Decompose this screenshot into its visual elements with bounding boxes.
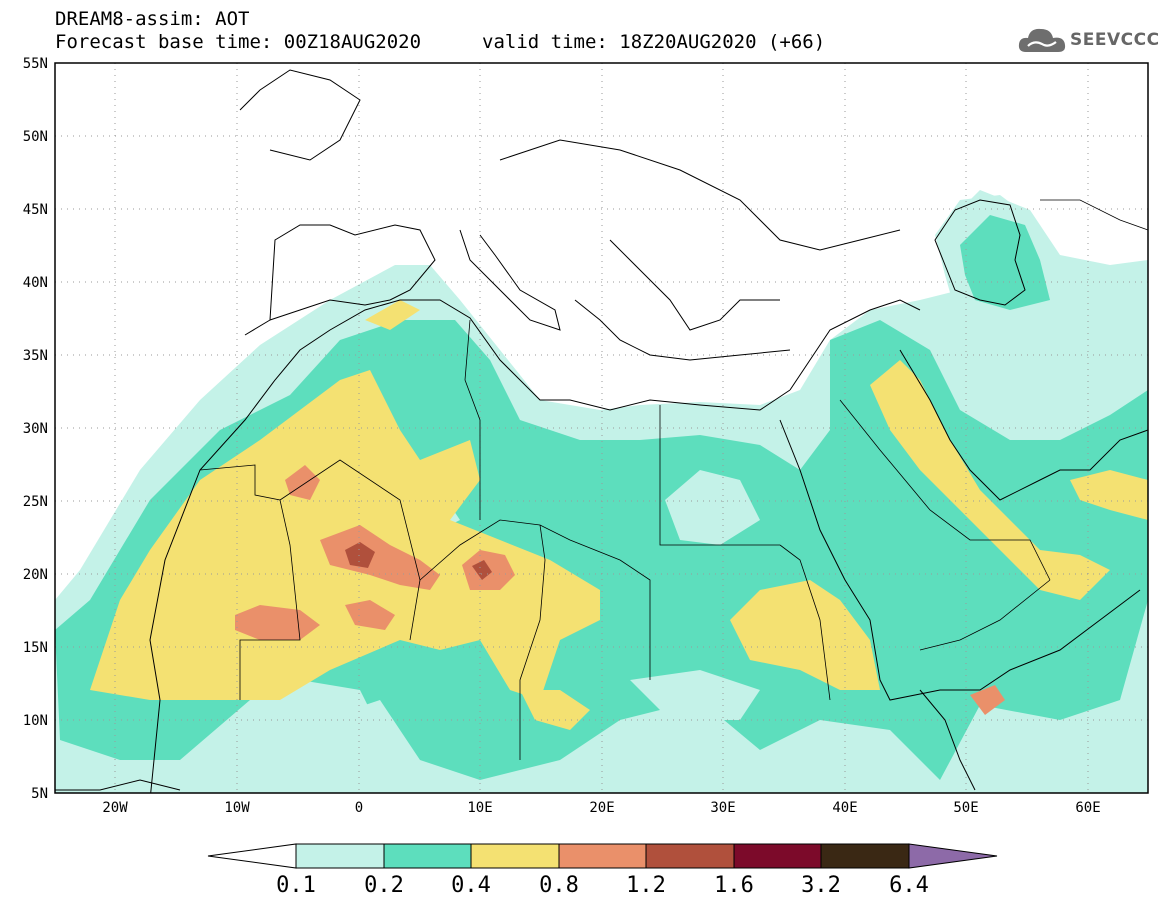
colorbar-box [383,843,472,869]
lon-axis: 20W 10W 0 10E 20E 30E 40E 50E 60E [102,800,1100,816]
lat-label: 10N [23,713,48,729]
colorbar-label: 1.6 [714,873,754,898]
lat-label: 30N [23,421,48,437]
aot-region-yellow-sudan [730,580,880,690]
lat-label: 50N [23,129,48,145]
lon-label: 40E [832,800,857,816]
colorbar-label: 1.2 [626,873,666,898]
lon-label: 20E [589,800,614,816]
lat-label: 20N [23,567,48,583]
colorbar-box [470,843,560,869]
colorbar-label: 3.2 [801,873,841,898]
lon-label: 0 [355,800,363,816]
colorbar-box [558,843,647,869]
aot-clear-egypt [665,470,760,545]
lat-label: 55N [23,56,48,72]
aot-region-orange-ml2 [345,600,395,630]
colorbar-box [820,843,910,869]
colorbar-label: 6.4 [889,873,929,898]
lat-label: 25N [23,494,48,510]
colorbar-labels: 0.1 0.2 0.4 0.8 1.2 1.6 3.2 6.4 [276,873,929,898]
plot-frame [54,62,1149,794]
colorbar-label: 0.4 [451,873,491,898]
colorbar-label: 0.2 [364,873,404,898]
colorbar-label: 0.8 [539,873,579,898]
lat-label: 40N [23,275,48,291]
cloud-icon [1018,28,1066,52]
colorbar-label: 0.1 [276,873,316,898]
colorbar-box [295,843,385,869]
valid-time: valid time: 18Z20AUG2020 (+66) [482,31,826,53]
lon-label: 50E [953,800,978,816]
aot-clear-sudan [630,670,760,720]
graticule [55,63,1148,793]
seevccc-logo: SEEVCCC [1018,24,1160,56]
aot-region-red-1 [345,542,375,568]
aot-region-medium-caspian [960,215,1050,310]
borders [199,199,1148,760]
aot-region-yellow-spain [365,300,420,330]
aot-region-red-2 [472,560,492,580]
colorbar-lower-extend [207,843,297,869]
colorbar-box [645,843,735,869]
lat-axis: 55N 50N 45N 40N 35N 30N 25N 20N 15N 10N … [23,56,48,802]
lon-label: 20W [102,800,128,816]
coastlines [55,69,1148,793]
lon-label: 30E [710,800,735,816]
lat-label: 5N [31,786,48,802]
aot-field [55,63,1148,793]
aot-region-orange-ye [970,685,1005,715]
logo-text: SEEVCCC [1070,30,1160,50]
aot-region-yellow-arabia [870,360,1110,600]
lon-label: 60E [1075,800,1100,816]
colorbar-box [733,843,822,869]
lat-label: 45N [23,202,48,218]
colorbar [207,843,998,869]
forecast-base-time: Forecast base time: 00Z18AUG2020 [55,31,422,53]
colorbar-upper-extend [908,843,998,869]
aot-region-yellow-chad [520,690,590,730]
aot-region-yellow-gulf [1070,470,1148,520]
lat-label: 15N [23,640,48,656]
lon-label: 10E [467,800,492,816]
lon-label: 10W [224,800,250,816]
lat-label: 35N [23,348,48,364]
map-title: DREAM8-assim: AOT [55,8,250,30]
